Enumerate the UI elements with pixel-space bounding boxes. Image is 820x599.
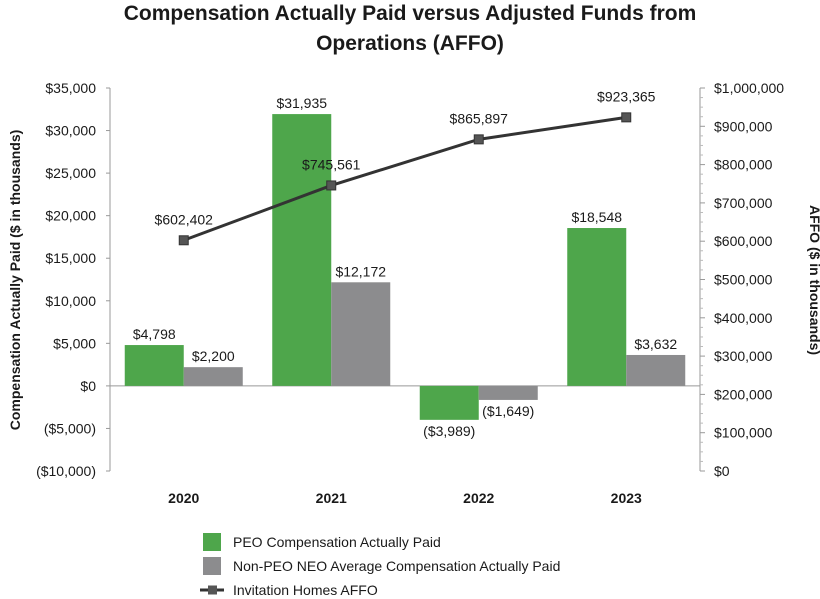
chart-title-line-1: Compensation Actually Paid versus Adjust… [124,2,697,25]
bar-label: $12,172 [335,263,386,279]
affo-label: $602,402 [155,211,214,227]
bar-1-3 [626,354,686,386]
left-tick-label: $30,000 [45,123,96,139]
left-tick-label: $35,000 [45,80,96,96]
right-tick-label: $300,000 [714,348,773,364]
category-label: 2022 [463,490,494,506]
category-label: 2020 [168,490,199,506]
plot-area: ($10,000) ($5,000) $0 $5,000 $10,000 $15,000 $… [36,80,784,598]
affo-label: $745,561 [302,156,361,172]
affo-label: $865,897 [450,110,509,126]
affo-line [183,115,627,242]
affo-marker [473,134,484,145]
bar-0-2 [419,385,479,420]
affo-marker [621,112,632,123]
category-label: 2023 [611,490,642,506]
bar-label: $4,798 [133,326,176,342]
legend-label: Non-PEO NEO Average Compensation Actuall… [233,558,560,574]
legend-label: Invitation Homes AFFO [233,582,378,598]
right-axis-title: AFFO ($ in thousands) [807,205,820,355]
legend-swatch-0 [203,533,221,551]
bar-1-1 [331,282,391,386]
category-label: 2021 [316,490,347,506]
bar-label: $18,548 [571,209,622,225]
left-tick-label: $0 [80,378,96,394]
legend-swatch-1 [203,557,221,575]
left-tick-label: $15,000 [45,250,96,266]
bar-1-0 [183,367,243,386]
bar-0-0 [124,345,184,386]
left-tick-label: ($10,000) [36,463,96,479]
bar-label: ($3,989) [423,423,475,439]
bar-0-1 [272,114,332,386]
right-tick-label: $0 [714,463,730,479]
bar-label: $3,632 [634,336,677,352]
right-tick-label: $800,000 [714,157,773,173]
right-tick-label: $200,000 [714,386,773,402]
right-tick-label: $700,000 [714,195,773,211]
bar-label: ($1,649) [482,403,534,419]
legend-marker-swatch [208,585,217,595]
bar-label: $31,935 [276,95,327,111]
left-tick-label: $5,000 [53,335,96,351]
right-tick-label: $100,000 [714,425,773,441]
affo-marker [326,180,337,191]
bar-label: $2,200 [192,348,235,364]
right-tick-label: $500,000 [714,272,773,288]
bar-0-3 [567,228,627,386]
affo-marker [178,235,189,246]
right-tick-label: $900,000 [714,118,773,134]
right-tick-label: $1,000,000 [714,80,784,96]
affo-label: $923,365 [597,88,656,104]
left-tick-label: $20,000 [45,208,96,224]
legend-label: PEO Compensation Actually Paid [233,534,441,550]
right-tick-label: $600,000 [714,233,773,249]
left-tick-label: ($5,000) [44,420,96,436]
left-tick-label: $10,000 [45,293,96,309]
left-axis-title: Compensation Actually Paid ($ in thousan… [7,130,23,431]
chart-title-line-2: Operations (AFFO) [316,32,504,55]
bar-1-2 [478,385,538,400]
right-tick-label: $400,000 [714,310,773,326]
left-tick-label: $25,000 [45,165,96,181]
